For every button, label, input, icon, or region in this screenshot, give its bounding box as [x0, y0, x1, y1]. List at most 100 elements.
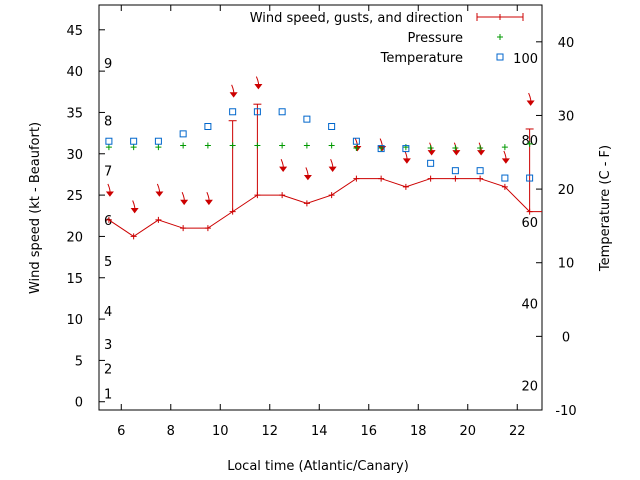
x-tick-label: 16 [360, 424, 377, 439]
x-tick-label: 20 [459, 424, 476, 439]
wind-point [303, 200, 310, 207]
y2-tick-label: 30 [558, 109, 575, 124]
legend-temperature-marker [496, 53, 504, 61]
wind-point [402, 183, 409, 190]
pressure-point [526, 140, 533, 147]
legend-entry-label: Temperature [380, 51, 463, 66]
wind-direction-arrowhead [353, 146, 362, 152]
x-tick-label: 10 [212, 424, 229, 439]
temperature-point [303, 115, 311, 123]
temperature-point [154, 137, 162, 145]
temperature-point [253, 108, 261, 116]
wind-point [477, 175, 484, 182]
y-axis-label: Wind speed (kt - Beaufort) [28, 122, 43, 294]
pressure-point [477, 144, 484, 151]
wind-direction-arrowhead [204, 199, 213, 206]
pressure-point [353, 144, 360, 151]
wind-point [279, 192, 286, 199]
y-tick-label: 20 [66, 230, 83, 245]
x-tick-label: 6 [117, 424, 125, 439]
y2-tick-label: 0 [562, 330, 570, 345]
wind-point [526, 208, 533, 215]
temperature-point [402, 145, 410, 153]
pressure-point [229, 142, 236, 149]
y-tick-label: 15 [66, 272, 83, 287]
beaufort-label: 7 [104, 164, 112, 179]
temperature-point [501, 174, 509, 182]
y2-tick-label: -10 [555, 404, 576, 419]
fahrenheit-label: 60 [521, 216, 538, 231]
plot-area [98, 4, 543, 411]
plot-frame [98, 4, 543, 411]
wind-point [229, 208, 236, 215]
x-tick-label: 12 [261, 424, 278, 439]
fahrenheit-label: 100 [513, 52, 538, 67]
y-tick-label: 35 [66, 106, 83, 121]
beaufort-label: 8 [104, 115, 112, 130]
y2-tick-label: 10 [558, 257, 575, 272]
y-axis-ticks: 0 5 10 15 20 25 30 35 40 45 [66, 24, 105, 411]
wind-direction-arrowhead [254, 84, 263, 90]
y2-tick-label: 20 [558, 183, 575, 198]
wind-point [378, 175, 385, 182]
y-tick-label: 25 [66, 189, 83, 204]
wind-point [105, 216, 112, 223]
y2-tick-label: 40 [558, 36, 575, 51]
wind-direction-arrowhead [279, 166, 288, 173]
pressure-point [303, 142, 310, 149]
pressure-point [180, 142, 187, 149]
beaufort-label: 4 [104, 305, 112, 320]
wind-direction-arrowhead [105, 191, 114, 197]
temperature-point [328, 123, 336, 130]
temperature-point [526, 174, 534, 182]
y-tick-label: 0 [75, 396, 83, 411]
wind-direction-arrowhead [427, 150, 436, 156]
temperature-point [427, 159, 435, 167]
wind-direction-arrowhead [155, 191, 164, 197]
pressure-point [279, 142, 286, 149]
wind-direction-arrowhead [328, 166, 337, 173]
beaufort-label: 2 [104, 363, 112, 378]
legend-entry-label: Wind speed, gusts, and direction [250, 11, 463, 26]
y-tick-label: 30 [66, 148, 83, 163]
y-tick-label: 45 [66, 24, 83, 39]
wind-speed-line [108, 178, 530, 238]
temperature-point [204, 123, 212, 130]
x-tick-label: 22 [509, 424, 526, 439]
wind-direction-arrowhead [180, 199, 189, 206]
pressure-point [328, 142, 335, 149]
wind-point [155, 216, 162, 223]
temperature-point [105, 137, 113, 145]
wind-point [452, 175, 459, 182]
beaufort-label: 1 [104, 387, 112, 402]
wind-direction-arrowhead [526, 100, 535, 106]
x-axis-ticks: 6 8 10 12 14 16 18 20 22 [117, 5, 526, 439]
wind-point [204, 225, 211, 232]
beaufort-label: 6 [104, 214, 112, 229]
legend-wind-marker [497, 14, 503, 20]
y2-axis-ticks: -10 0 10 20 30 40 [536, 36, 577, 419]
wind-point [353, 175, 360, 182]
wind-point [328, 192, 335, 199]
fahrenheit-label: 40 [521, 298, 538, 313]
pressure-point [452, 144, 459, 151]
wind-point [180, 225, 187, 232]
x-axis-label: Local time (Atlantic/Canary) [227, 459, 409, 474]
temperature-point [130, 137, 138, 145]
fahrenheit-label: 20 [521, 379, 538, 394]
temperature-point [451, 167, 459, 175]
pressure-point [402, 144, 409, 151]
wind-direction-arrowhead [130, 208, 139, 214]
wind-direction-arrowhead [452, 150, 461, 156]
temperature-point [179, 130, 187, 138]
temperature-point [278, 108, 286, 116]
pressure-point [254, 142, 261, 149]
legend-pressure-marker [497, 34, 503, 40]
legend: Wind speed, gusts, and direction Pressure… [250, 11, 524, 66]
x-tick-label: 8 [167, 424, 175, 439]
pressure-point [427, 144, 434, 151]
pressure-point [204, 142, 211, 149]
beaufort-label: 9 [104, 57, 112, 72]
